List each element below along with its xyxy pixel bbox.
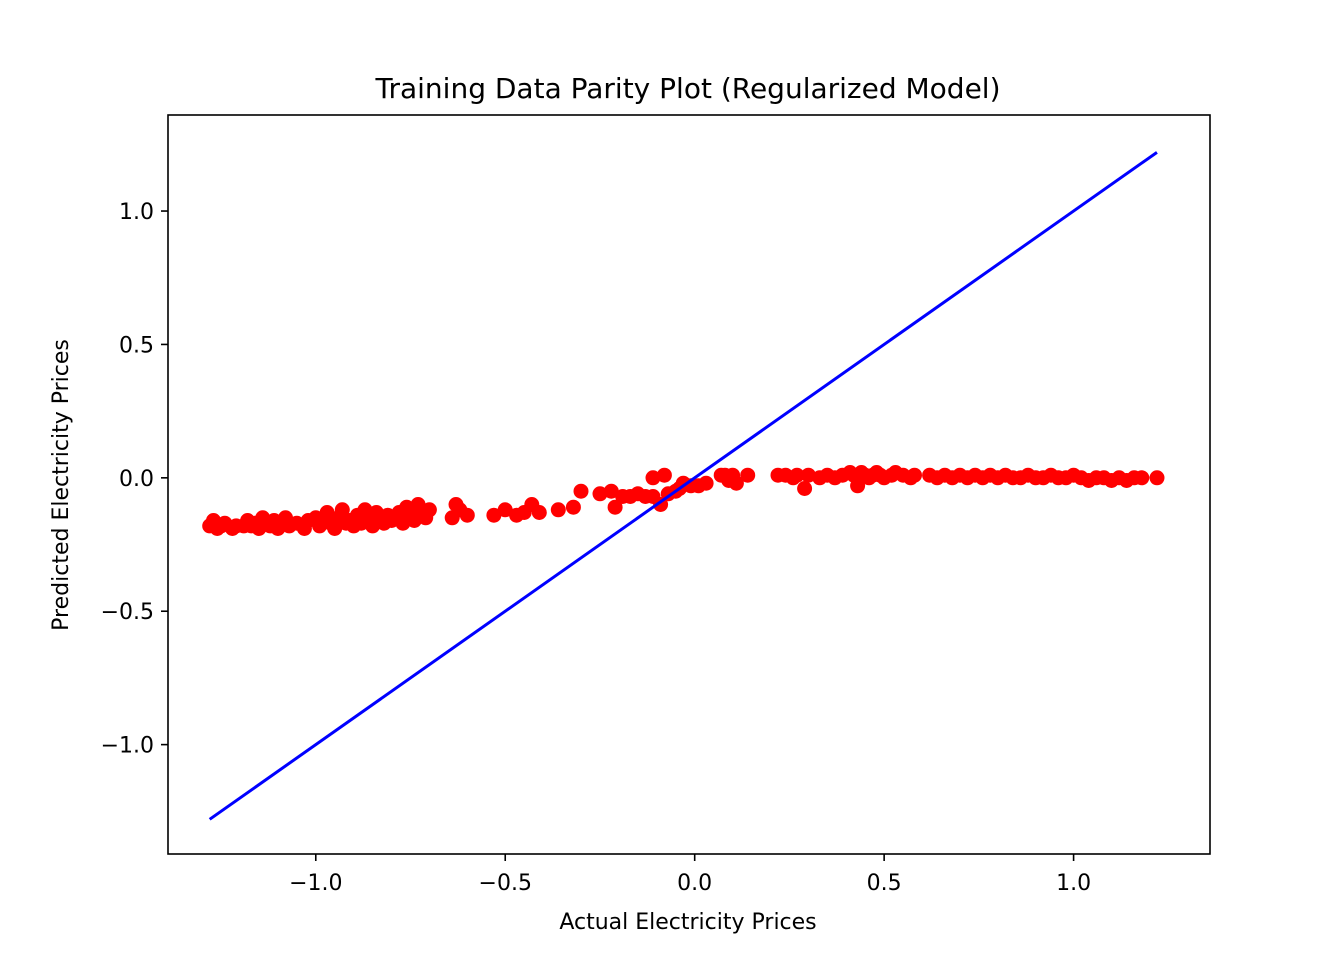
y-tick-label: −0.5 bbox=[101, 600, 154, 625]
data-point bbox=[565, 499, 581, 515]
data-point bbox=[497, 502, 513, 518]
plot-area bbox=[202, 151, 1165, 821]
data-point bbox=[1134, 470, 1150, 486]
chart-title: Training Data Parity Plot (Regularized M… bbox=[374, 72, 1000, 105]
y-tick-label: 1.0 bbox=[119, 200, 154, 225]
x-tick-label: −1.0 bbox=[289, 871, 342, 896]
data-point bbox=[550, 502, 566, 518]
plot-frame bbox=[167, 114, 1211, 855]
y-tick-label: 0.0 bbox=[119, 467, 154, 492]
data-point bbox=[698, 475, 714, 491]
data-point bbox=[740, 467, 756, 483]
y-axis-label: Predicted Electricity Prices bbox=[49, 339, 74, 631]
data-point bbox=[592, 486, 608, 502]
data-point bbox=[797, 481, 813, 496]
x-tick-label: −0.5 bbox=[479, 871, 532, 896]
data-point bbox=[607, 499, 623, 515]
data-point bbox=[1149, 470, 1165, 486]
x-tick-label: 1.0 bbox=[1056, 871, 1091, 896]
data-point bbox=[789, 467, 805, 483]
data-point bbox=[907, 467, 922, 483]
data-point bbox=[334, 502, 350, 518]
x-tick-label: 0.5 bbox=[867, 871, 902, 896]
data-point bbox=[656, 467, 672, 483]
axes: −1.0 −0.5 0.0 0.5 1.0 −1.0 −0.5 0.0 0.5 1.0 bbox=[101, 114, 1211, 896]
y-tick-label: −1.0 bbox=[101, 734, 154, 759]
data-point bbox=[486, 507, 502, 523]
data-point bbox=[603, 483, 619, 499]
data-point bbox=[573, 483, 589, 499]
data-point bbox=[459, 507, 475, 523]
data-point bbox=[850, 478, 866, 494]
data-point bbox=[531, 505, 547, 520]
data-point bbox=[728, 475, 744, 491]
y-tick-label: 0.5 bbox=[119, 333, 154, 358]
x-tick-label: 0.0 bbox=[677, 871, 712, 896]
data-point bbox=[800, 467, 816, 483]
x-axis-label: Actual Electricity Prices bbox=[559, 910, 816, 935]
data-point bbox=[645, 470, 661, 486]
parity-line bbox=[208, 151, 1158, 821]
data-point bbox=[421, 502, 437, 518]
